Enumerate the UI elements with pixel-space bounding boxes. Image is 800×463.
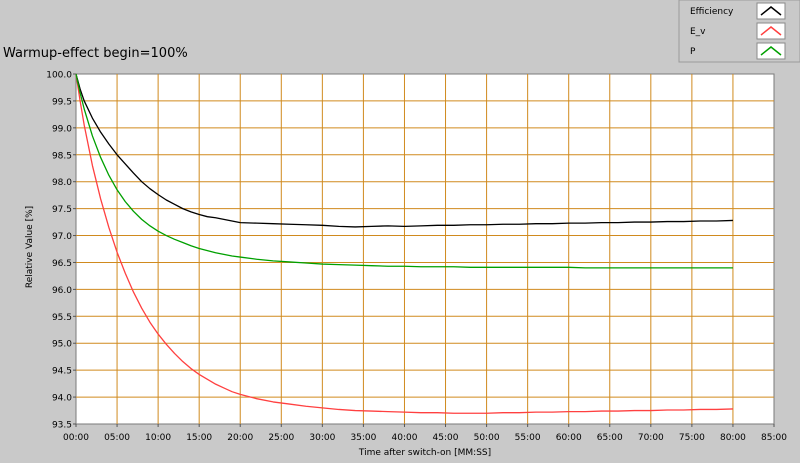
y-tick-label: 95.5: [52, 313, 72, 323]
x-tick-label: 50:00: [474, 433, 500, 443]
legend-swatch-box: [756, 22, 786, 40]
legend-swatch-box: [756, 2, 786, 20]
grid-lines: [76, 74, 774, 424]
legend-swatch-line: [760, 26, 782, 36]
x-tick-label: 25:00: [268, 433, 294, 443]
x-tick-label: 00:00: [63, 433, 89, 443]
y-tick-label: 97.5: [52, 205, 72, 215]
series-line-efficiency: [75, 73, 733, 228]
y-tick-label: 96.5: [52, 259, 72, 269]
legend-swatch-line: [760, 46, 782, 56]
y-tick-label: 93.5: [52, 421, 72, 431]
y-tick-label: 94.5: [52, 367, 72, 377]
x-tick-label: 45:00: [433, 433, 459, 443]
x-tick-label: 35:00: [350, 433, 376, 443]
chart-title: Warmup-effect begin=100%: [3, 46, 188, 61]
y-tick-label: 97.0: [52, 232, 72, 242]
y-tick-labels: 100.0 99.5 99.0 98.5 98.0 97.5 97.0 96.5 96.0 95.…: [46, 71, 76, 431]
legend-swatch-box: [756, 42, 786, 60]
y-tick-label: 99.0: [52, 124, 72, 134]
y-tick-label: 98.0: [52, 178, 72, 188]
legend-swatch-line: [760, 6, 782, 16]
legend-label: Efficiency: [690, 7, 734, 17]
x-tick-label: 40:00: [392, 433, 418, 443]
x-tick-label: 20:00: [227, 433, 253, 443]
y-tick-label: 96.0: [52, 286, 72, 296]
y-tick-label: 98.5: [52, 151, 72, 161]
x-tick-label: 65:00: [597, 433, 623, 443]
series-line-e-v: [75, 73, 733, 414]
series-line-p: [75, 73, 733, 269]
series-lines: [75, 73, 733, 414]
y-tick-label: 100.0: [46, 71, 72, 81]
legend-label: P: [690, 47, 696, 57]
x-tick-label: 75:00: [679, 433, 705, 443]
x-tick-label: 60:00: [556, 433, 582, 443]
legend-label: E_v: [690, 27, 706, 37]
plot-area: [75, 73, 775, 425]
y-tick-label: 94.0: [52, 394, 72, 404]
x-axis-label: Time after switch-on [MM:SS]: [358, 448, 491, 458]
y-tick-label: 99.5: [52, 97, 72, 107]
x-tick-label: 85:00: [761, 433, 787, 443]
x-tick-label: 10:00: [145, 433, 171, 443]
y-tick-label: 95.0: [52, 340, 72, 350]
x-tick-labels: 00:00 05:00 10:00 15:00 20:00 25:00 30:00 35:00…: [63, 424, 787, 443]
x-tick-label: 80:00: [720, 433, 746, 443]
x-tick-label: 05:00: [104, 433, 130, 443]
x-tick-label: 55:00: [515, 433, 541, 443]
x-tick-label: 70:00: [638, 433, 664, 443]
legend: Efficiency E_v P: [678, 0, 800, 63]
y-axis-label: Relative Value [%]: [25, 206, 35, 288]
x-tick-label: 15:00: [186, 433, 212, 443]
x-tick-label: 30:00: [309, 433, 335, 443]
